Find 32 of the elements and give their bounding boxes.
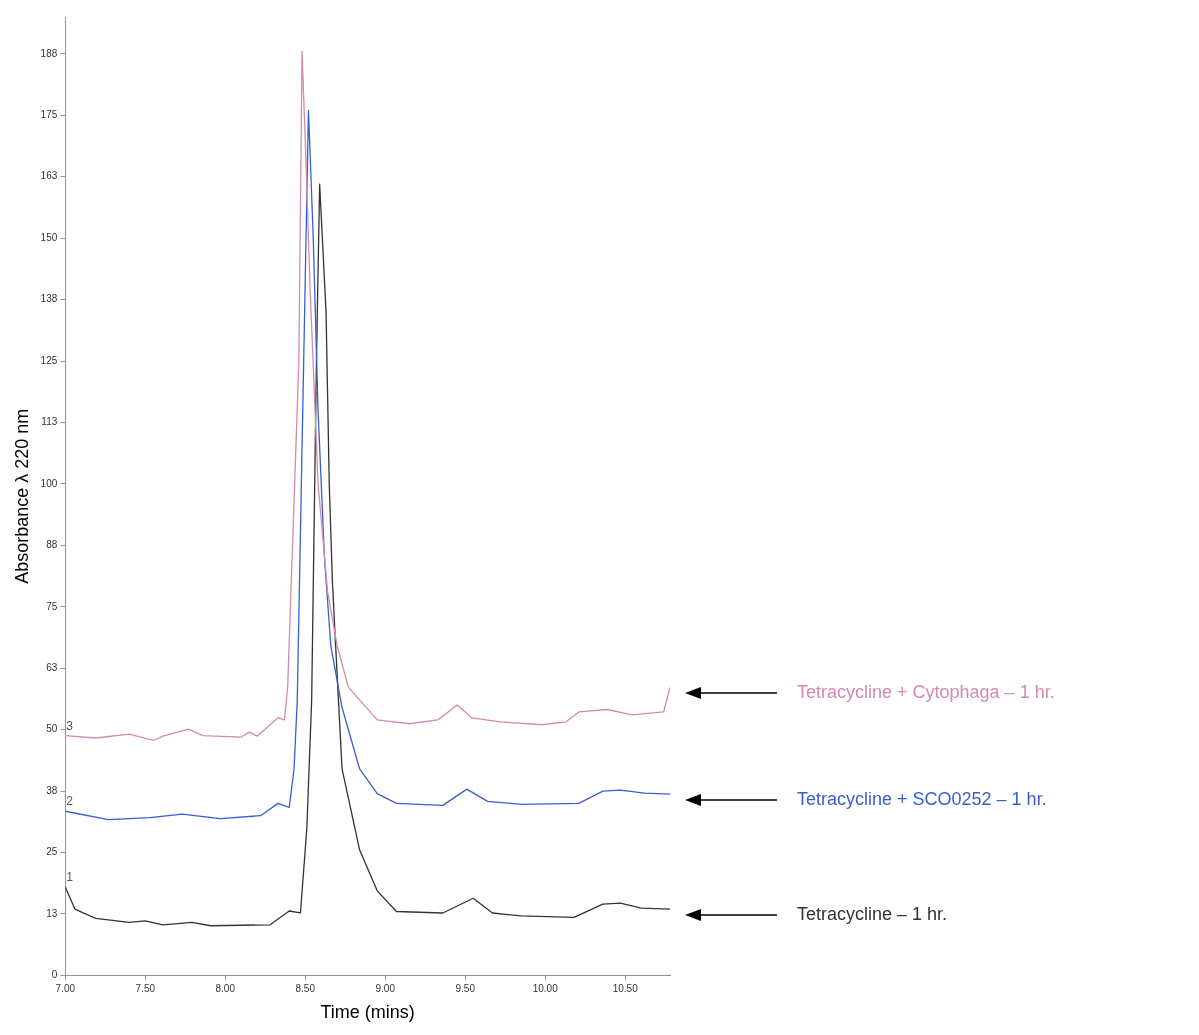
x-tick-label: 7.00 (55, 983, 76, 995)
x-tick-label: 10.00 (532, 983, 559, 995)
text: Tetracycline – 1 hr. (797, 904, 948, 925)
y-tick-label: 125 (40, 354, 58, 366)
annotation: 2 (66, 794, 73, 809)
y-tick-label: 13 (46, 907, 58, 919)
y-tick-label: 88 (46, 539, 58, 551)
x-tick-label: 7.50 (135, 983, 156, 995)
annotation: 3 (66, 718, 73, 733)
y-tick-label: 50 (46, 723, 58, 735)
y-tick-label: 63 (46, 661, 58, 673)
y-tick-label: 175 (40, 109, 58, 121)
y-tick-label: 75 (46, 600, 58, 612)
y-axis-title: Absorbance λ 220 nm (11, 408, 32, 584)
annotation: 1 (66, 869, 73, 884)
y-tick-label: 100 (40, 477, 58, 489)
y-tick-label: 150 (40, 231, 58, 243)
x-tick-label: 9.00 (375, 983, 396, 995)
y-tick-label: 25 (46, 846, 58, 858)
y-tick-label: 113 (41, 416, 58, 428)
x-axis-title: Time (mins) (320, 1002, 415, 1023)
y-tick-label: 38 (46, 784, 58, 796)
y-tick-label: 138 (40, 293, 58, 305)
text: Tetracycline + Cytophaga – 1 hr. (797, 682, 1055, 703)
y-tick-label: 163 (40, 170, 58, 182)
y-tick-label: 188 (40, 47, 58, 59)
x-tick-label: 10.50 (612, 983, 639, 995)
text: Tetracycline + SCO0252 – 1 hr. (797, 789, 1047, 810)
x-tick-label: 8.00 (215, 983, 236, 995)
x-tick-label: 8.50 (295, 983, 316, 995)
y-tick-label: 0 (51, 969, 58, 981)
x-tick-label: 9.50 (455, 983, 476, 995)
